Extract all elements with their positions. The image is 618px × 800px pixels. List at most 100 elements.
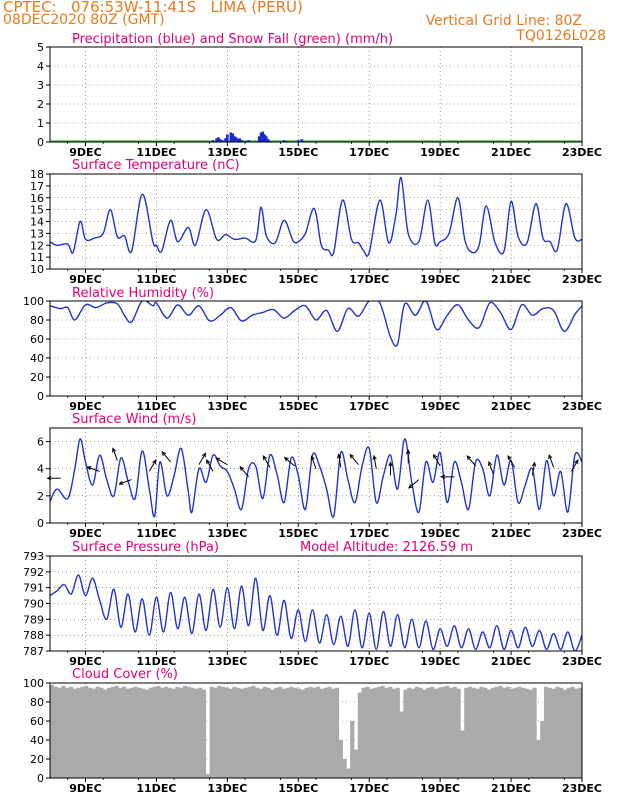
cloud-bar (323, 687, 328, 778)
cloud-bar (69, 686, 74, 778)
x-tick-label: 11DEC (136, 146, 176, 159)
cloud-bar (190, 687, 195, 778)
cloud-bar (167, 687, 172, 778)
y-tick-label: 20 (30, 371, 44, 384)
cloud-bar (213, 687, 218, 778)
wind-vector (488, 461, 494, 475)
panel-frame (49, 682, 583, 779)
x-tick-label: 9DEC (69, 655, 101, 668)
cloud-bar (80, 686, 85, 778)
cloud-bar (525, 688, 530, 778)
x-tick-label: 23DEC (562, 655, 602, 668)
y-tick-label: 1 (37, 117, 44, 130)
cloud-bar (456, 688, 461, 778)
cloud-bar (293, 687, 298, 778)
precip-bar (282, 140, 286, 142)
wind-vector-head (262, 455, 267, 461)
y-tick-label: 3 (37, 79, 44, 92)
y-tick-label: 788 (23, 629, 44, 642)
panel-frame (49, 46, 583, 143)
cloud-bar (209, 686, 214, 778)
x-tick-label: 13DEC (207, 782, 247, 795)
precip-bar (236, 139, 240, 142)
precip-bar (220, 140, 224, 142)
wind-vector-head (283, 456, 289, 462)
cloud-bar (449, 687, 454, 778)
wind-vector (311, 456, 317, 469)
wind-vector-head (531, 461, 537, 467)
x-tick-label: 9DEC (69, 527, 101, 540)
cloud-bar (483, 687, 488, 778)
grid-note: Vertical Grid Line: 80Z (425, 13, 582, 29)
cloud-bar (338, 740, 343, 778)
cloud-bar (61, 685, 66, 778)
panel-frame (49, 173, 583, 270)
panel-rh: Relative Humidity (%) 0 20 40 60 80 100 9DEC 11… (23, 286, 602, 413)
panel-temp: Surface Temperature (nC) 101112131415161… (30, 158, 602, 286)
cloud-bar (411, 688, 416, 778)
cloud-bar (388, 686, 393, 778)
cloud-bar (266, 687, 271, 778)
cloud-bar (171, 688, 176, 778)
cloud-bar (361, 687, 366, 778)
cloud-bar (430, 686, 435, 778)
cloud-bar (357, 692, 362, 778)
wind-vector-head (86, 466, 92, 471)
y-tick-label: 40 (30, 352, 44, 365)
x-tick-label: 15DEC (278, 527, 318, 540)
panel-pres: Surface Pressure (hPa) Model Altitude: 2… (23, 540, 602, 668)
x-tick-label: 19DEC (420, 400, 460, 413)
cloud-bar (555, 686, 560, 778)
y-tick-label: 793 (23, 550, 44, 563)
panel-rh-title: Relative Humidity (%) (72, 286, 214, 301)
y-tick-label: 2 (37, 98, 44, 111)
model-altitude: Model Altitude: 2126.59 m (300, 540, 473, 555)
cloud-bar (528, 689, 533, 778)
cloud-bar (490, 687, 495, 778)
cloud-bar (316, 686, 321, 778)
cloud-bar (274, 687, 279, 778)
wind-vector (161, 451, 171, 463)
wind-vector-head (152, 459, 157, 465)
cloud-bar (422, 689, 427, 778)
x-tick-label: 21DEC (491, 146, 531, 159)
wind-vector-head (161, 451, 167, 456)
y-tick-label: 4 (37, 463, 44, 476)
cloud-bar (110, 686, 115, 778)
precip-bar (240, 140, 243, 142)
wind-vector (206, 459, 214, 472)
cloud-bar (327, 686, 332, 778)
x-tick-label: 17DEC (349, 527, 389, 540)
wind-vector (433, 454, 441, 467)
precip-bar (231, 133, 234, 142)
cloud-bar (433, 688, 438, 778)
wind-vector (349, 454, 359, 465)
cloud-bar (145, 689, 150, 778)
cloud-bar (122, 686, 127, 778)
cloud-bar (578, 687, 583, 778)
cloud-bar (380, 685, 385, 778)
panel-frame (49, 300, 583, 397)
panel-frame (49, 555, 583, 652)
cloud-bar (369, 688, 374, 778)
x-tick-label: 21DEC (491, 273, 531, 286)
wind-vector (119, 479, 132, 485)
cloud-bar (53, 686, 58, 778)
cloud-bar (506, 686, 511, 778)
cloud-bar (532, 687, 537, 778)
wind-vector (198, 453, 206, 465)
cloud-bar (285, 687, 290, 778)
cloud-bar (202, 689, 207, 778)
wind-vector-head (574, 459, 579, 465)
precip-bar (266, 139, 270, 142)
cloud-bar (570, 686, 575, 778)
precip-bar (296, 140, 300, 142)
cloud-bar (418, 687, 423, 778)
x-tick-label: 15DEC (278, 146, 318, 159)
x-tick-label: 21DEC (491, 400, 531, 413)
model-code: TQ0126L028 (516, 28, 606, 44)
wind-vector-head (433, 453, 438, 459)
cloud-bar (50, 684, 55, 778)
x-tick-label: 23DEC (562, 400, 602, 413)
cloud-bar (376, 686, 381, 778)
